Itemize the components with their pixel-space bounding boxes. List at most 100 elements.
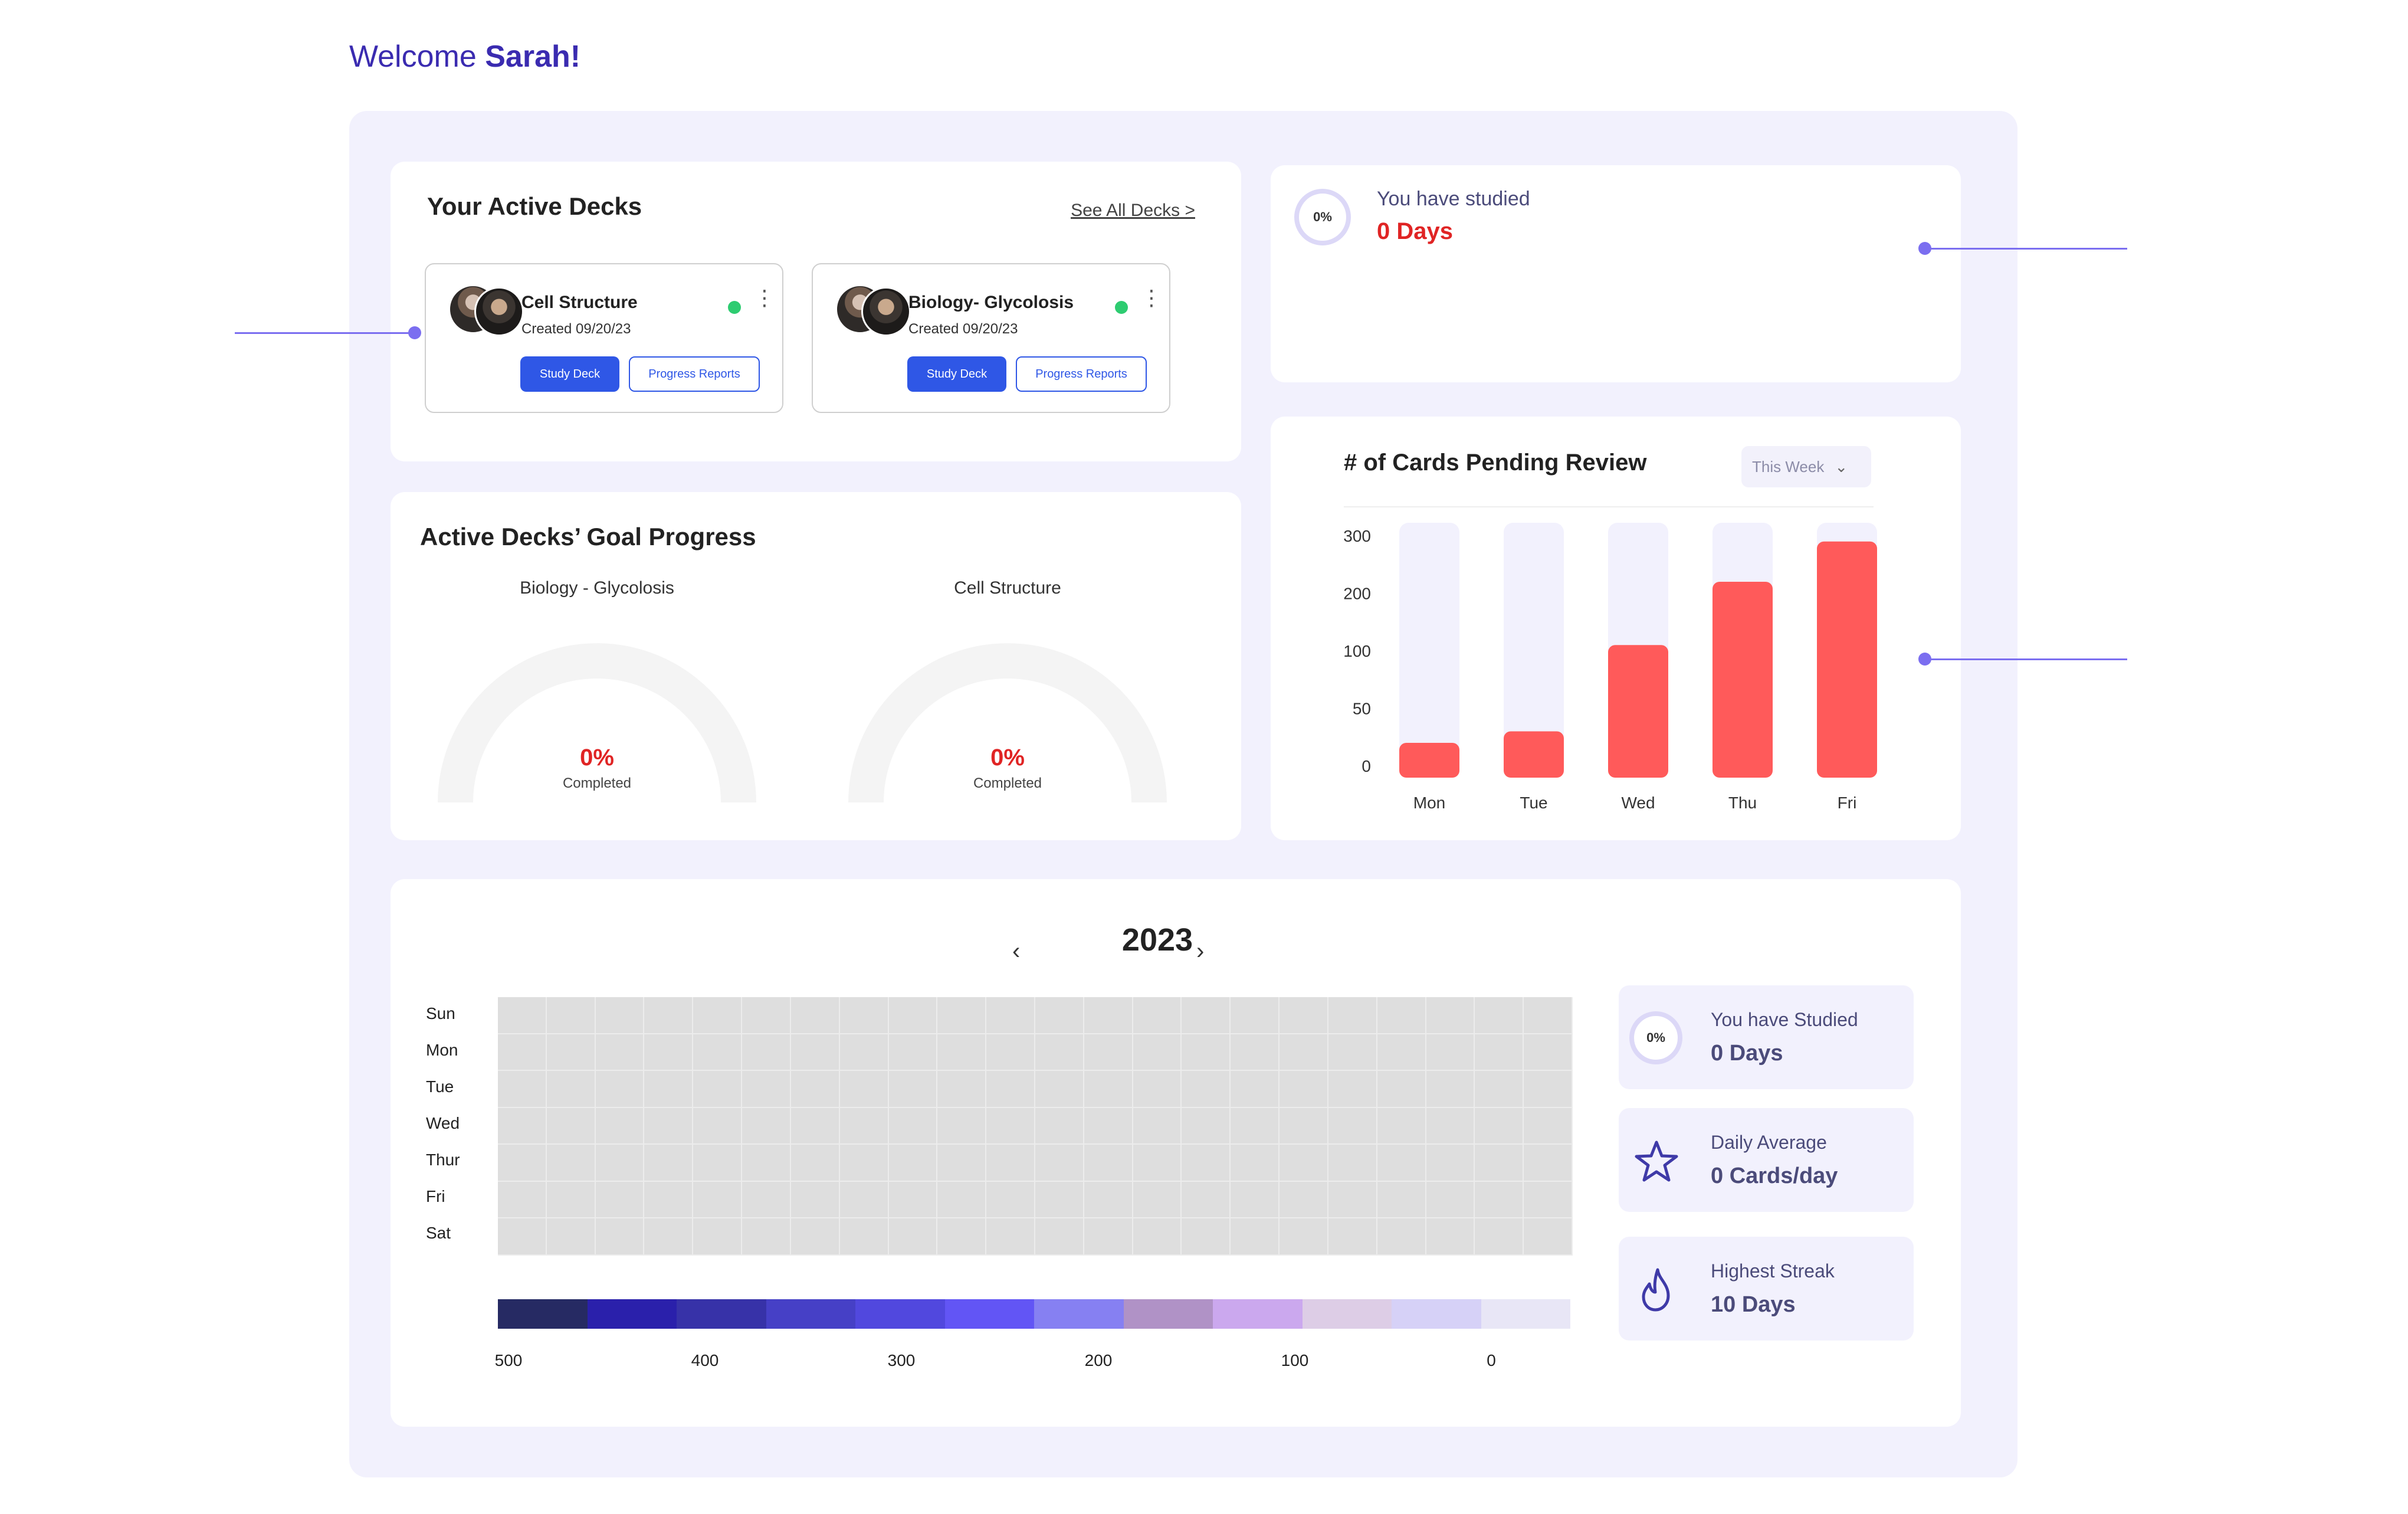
- deck-item-biology-glycolosis[interactable]: Biology- Glycolosis Created 09/20/23 ⋮ S…: [812, 263, 1170, 413]
- heatmap-cell[interactable]: [937, 1145, 987, 1182]
- study-deck-button[interactable]: Study Deck: [520, 356, 619, 392]
- heatmap-cell[interactable]: [839, 1145, 889, 1182]
- heatmap-cell[interactable]: [1133, 1145, 1182, 1182]
- heatmap-cell[interactable]: [986, 1181, 1035, 1219]
- heatmap-cell[interactable]: [644, 1218, 694, 1256]
- heatmap-cell[interactable]: [1280, 1145, 1328, 1182]
- heatmap-cell[interactable]: [595, 997, 645, 1034]
- heatmap-cell[interactable]: [1280, 1181, 1328, 1219]
- heatmap-cell[interactable]: [595, 1071, 645, 1108]
- heatmap-cell[interactable]: [1182, 1145, 1231, 1182]
- heatmap-cell[interactable]: [1377, 1071, 1426, 1108]
- heatmap-cell[interactable]: [937, 1071, 987, 1108]
- heatmap-cell[interactable]: [1475, 1145, 1524, 1182]
- heatmap-cell[interactable]: [1328, 1181, 1377, 1219]
- heatmap-cell[interactable]: [888, 1107, 938, 1145]
- heatmap-cell[interactable]: [1280, 997, 1328, 1034]
- heatmap-cell[interactable]: [1231, 1034, 1280, 1071]
- heatmap-cell[interactable]: [1182, 1071, 1231, 1108]
- heatmap-cell[interactable]: [1426, 997, 1475, 1034]
- heatmap-cell[interactable]: [644, 1071, 694, 1108]
- heatmap-cell[interactable]: [888, 1145, 938, 1182]
- heatmap-cell[interactable]: [1426, 1107, 1475, 1145]
- heatmap-cell[interactable]: [498, 1218, 547, 1256]
- heatmap-cell[interactable]: [742, 1145, 791, 1182]
- heatmap-cell[interactable]: [790, 1107, 840, 1145]
- heatmap-cell[interactable]: [1280, 1071, 1328, 1108]
- heatmap-cell[interactable]: [986, 997, 1035, 1034]
- heatmap-cell[interactable]: [1475, 1071, 1524, 1108]
- study-deck-button[interactable]: Study Deck: [907, 356, 1006, 392]
- heatmap-cell[interactable]: [1231, 1071, 1280, 1108]
- heatmap-cell[interactable]: [1035, 1071, 1084, 1108]
- heatmap-cell[interactable]: [1280, 1107, 1328, 1145]
- heatmap-cell[interactable]: [1182, 1218, 1231, 1256]
- heatmap-cell[interactable]: [1377, 1181, 1426, 1219]
- heatmap-cell[interactable]: [1084, 1145, 1133, 1182]
- heatmap-cell[interactable]: [986, 1145, 1035, 1182]
- heatmap-cell[interactable]: [693, 997, 743, 1034]
- heatmap-cell[interactable]: [1035, 1145, 1084, 1182]
- heatmap-cell[interactable]: [1231, 1107, 1280, 1145]
- heatmap-cell[interactable]: [1524, 997, 1573, 1034]
- heatmap-cell[interactable]: [1231, 1145, 1280, 1182]
- heatmap-cell[interactable]: [498, 1107, 547, 1145]
- heatmap-cell[interactable]: [1426, 1071, 1475, 1108]
- heatmap-cell[interactable]: [1475, 1107, 1524, 1145]
- heatmap-cell[interactable]: [595, 1034, 645, 1071]
- heatmap-cell[interactable]: [790, 1181, 840, 1219]
- heatmap-cell[interactable]: [1035, 1181, 1084, 1219]
- heatmap-cell[interactable]: [839, 997, 889, 1034]
- heatmap-cell[interactable]: [546, 1107, 596, 1145]
- heatmap-cell[interactable]: [839, 1181, 889, 1219]
- heatmap-cell[interactable]: [1524, 1034, 1573, 1071]
- heatmap-cell[interactable]: [595, 1107, 645, 1145]
- heatmap-cell[interactable]: [1133, 1107, 1182, 1145]
- heatmap-cell[interactable]: [1524, 1181, 1573, 1219]
- heatmap-cell[interactable]: [1377, 1034, 1426, 1071]
- heatmap-cell[interactable]: [546, 1034, 596, 1071]
- heatmap-cell[interactable]: [839, 1218, 889, 1256]
- heatmap-cell[interactable]: [644, 1107, 694, 1145]
- heatmap-cell[interactable]: [1035, 997, 1084, 1034]
- heatmap-cell[interactable]: [937, 997, 987, 1034]
- heatmap-cell[interactable]: [644, 1034, 694, 1071]
- heatmap-cell[interactable]: [1280, 1218, 1328, 1256]
- heatmap-cell[interactable]: [1328, 1218, 1377, 1256]
- heatmap-cell[interactable]: [742, 1181, 791, 1219]
- heatmap-cell[interactable]: [839, 1107, 889, 1145]
- heatmap-cell[interactable]: [1182, 997, 1231, 1034]
- heatmap-cell[interactable]: [1133, 1181, 1182, 1219]
- heatmap-cell[interactable]: [790, 1218, 840, 1256]
- heatmap-cell[interactable]: [1084, 1107, 1133, 1145]
- heatmap-cell[interactable]: [498, 1071, 547, 1108]
- heatmap-cell[interactable]: [693, 1145, 743, 1182]
- heatmap-cell[interactable]: [888, 1181, 938, 1219]
- heatmap-cell[interactable]: [1524, 1071, 1573, 1108]
- heatmap-cell[interactable]: [1035, 1218, 1084, 1256]
- time-range-dropdown[interactable]: This Week ⌄: [1741, 446, 1871, 487]
- heatmap-cell[interactable]: [937, 1218, 987, 1256]
- heatmap-cell[interactable]: [937, 1181, 987, 1219]
- heatmap-cell[interactable]: [1377, 997, 1426, 1034]
- heatmap-cell[interactable]: [1084, 1071, 1133, 1108]
- heatmap-cell[interactable]: [790, 1145, 840, 1182]
- progress-reports-button[interactable]: Progress Reports: [1016, 356, 1147, 392]
- heatmap-cell[interactable]: [546, 1181, 596, 1219]
- progress-reports-button[interactable]: Progress Reports: [629, 356, 760, 392]
- heatmap-cell[interactable]: [498, 1181, 547, 1219]
- heatmap-cell[interactable]: [888, 1034, 938, 1071]
- heatmap-cell[interactable]: [1133, 1071, 1182, 1108]
- heatmap-cell[interactable]: [1035, 1107, 1084, 1145]
- heatmap-cell[interactable]: [1524, 1145, 1573, 1182]
- heatmap-cell[interactable]: [742, 1034, 791, 1071]
- heatmap-cell[interactable]: [888, 997, 938, 1034]
- heatmap-cell[interactable]: [1182, 1034, 1231, 1071]
- more-options-icon[interactable]: ⋮: [754, 286, 775, 310]
- heatmap-cell[interactable]: [498, 1145, 547, 1182]
- heatmap-cell[interactable]: [839, 1071, 889, 1108]
- heatmap-cell[interactable]: [693, 1181, 743, 1219]
- heatmap-cell[interactable]: [1328, 997, 1377, 1034]
- heatmap-cell[interactable]: [1084, 997, 1133, 1034]
- heatmap-cell[interactable]: [1426, 1181, 1475, 1219]
